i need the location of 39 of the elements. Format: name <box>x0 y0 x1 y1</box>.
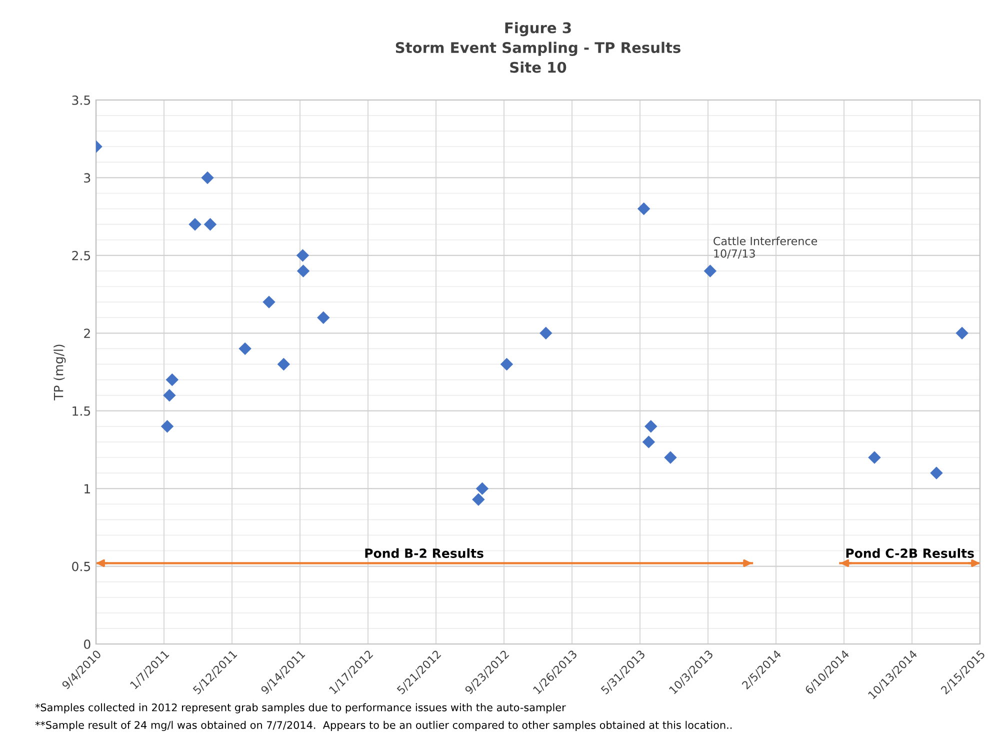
point <box>160 420 174 433</box>
point <box>664 451 677 464</box>
point <box>930 466 943 480</box>
point <box>642 436 656 448</box>
point <box>500 358 514 371</box>
point <box>296 264 310 278</box>
point <box>166 373 179 386</box>
text: *Samples collected in 2012 represent grab samples due to performance issues with the auto-sampler <box>35 703 566 714</box>
y-tick-label: 2.5 <box>72 250 90 260</box>
annotation: Pond C-2B Results <box>846 548 974 558</box>
point <box>188 218 202 231</box>
point <box>277 358 290 371</box>
y-axis-title: TP (mg/l) <box>54 344 66 400</box>
chart-title: Figure 3 Storm Event Sampling - TP Results Site 10 <box>396 22 680 73</box>
point <box>540 326 552 340</box>
point <box>476 482 489 495</box>
point <box>704 264 717 278</box>
point <box>868 451 881 464</box>
point <box>163 388 176 402</box>
point <box>296 249 310 262</box>
point <box>238 342 252 356</box>
point <box>956 326 968 340</box>
y-tick-label: 2 <box>84 328 90 338</box>
annotation: Pond B-2 Results <box>365 548 484 558</box>
y-tick-label: 0 <box>84 639 90 649</box>
point <box>472 493 485 506</box>
y-tick-label: 1.5 <box>72 406 90 416</box>
y-tick-label: 1 <box>84 484 90 494</box>
point <box>637 202 650 216</box>
point <box>317 311 330 324</box>
text: **Sample result of 24 mg/l was obtained on 7/7/2014. Appears to be an outlier compared to other samples obtained at this location.. <box>35 720 732 731</box>
annotation: Cattle Interference 10/7/13 <box>714 236 818 259</box>
y-tick-label: 0.5 <box>72 562 90 572</box>
point <box>644 420 658 433</box>
y-tick-label: 3.5 <box>72 95 90 105</box>
point <box>201 171 214 184</box>
y-tick-label: 3 <box>84 173 90 183</box>
point <box>204 218 217 231</box>
point <box>262 296 276 308</box>
